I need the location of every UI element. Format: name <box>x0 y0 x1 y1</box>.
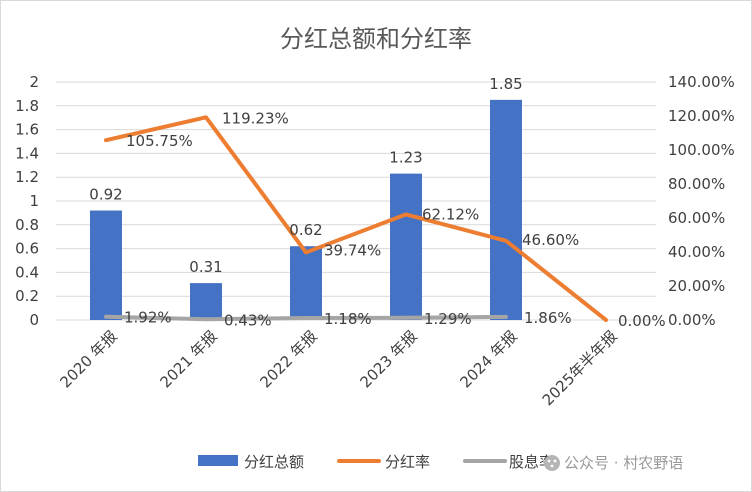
bar <box>190 283 222 320</box>
watermark: 公众号 · 村农野语 <box>544 454 683 472</box>
gridlines <box>56 81 656 321</box>
left-tick-label: 0.6 <box>15 240 39 258</box>
wechat-official-account-icon <box>544 455 560 471</box>
dividend-yield-data-label: 1.86% <box>524 309 572 327</box>
payout-ratio-data-label: 46.60% <box>522 231 579 249</box>
right-tick-label: 140.00% <box>668 73 735 91</box>
data-labels: 0.92 0.31 0.62 1.23 1.85 105.75% 119.23% 39.74%… <box>89 75 665 330</box>
bar <box>390 173 422 320</box>
category-label: 2024 年报 <box>457 327 521 391</box>
left-tick-label: 1.4 <box>15 144 39 162</box>
legend-label: 股息率 <box>509 453 554 471</box>
payout-ratio-data-label: 119.23% <box>222 109 289 127</box>
bar <box>490 99 522 320</box>
legend-label: 分红率 <box>385 453 430 471</box>
payout-ratio-data-label: 39.74% <box>324 241 381 259</box>
category-labels: 2020 年报 2021 年报 2022 年报 2023 年报 2024 年报 2025年… <box>57 327 621 409</box>
left-tick-label: 0.8 <box>15 216 39 234</box>
right-tick-label: 20.00% <box>668 277 725 295</box>
right-tick-label: 60.00% <box>668 209 725 227</box>
left-tick-label: 1 <box>29 192 39 210</box>
right-tick-label: 100.00% <box>668 141 735 159</box>
right-tick-label: 120.00% <box>668 107 735 125</box>
watermark-text: 公众号 · 村农野语 <box>564 454 683 472</box>
payout-ratio-data-label: 62.12% <box>422 205 479 223</box>
bar-data-label: 0.31 <box>189 258 222 276</box>
category-label: 2020 年报 <box>57 327 121 391</box>
left-tick-label: 1.2 <box>15 168 39 186</box>
series-line-dividend-yield <box>104 314 508 322</box>
category-label: 2025年半年报 <box>539 327 621 409</box>
bar-data-label: 1.23 <box>389 149 422 167</box>
category-label: 2022 年报 <box>257 327 321 391</box>
series-line-payout-ratio <box>104 115 608 322</box>
bar-series <box>90 99 522 320</box>
left-tick-label: 1.8 <box>15 97 39 115</box>
legend: 分红总额 分红率 股息率 <box>198 453 554 471</box>
legend-swatch-bar <box>198 455 238 466</box>
dividend-yield-data-label: 1.92% <box>124 309 172 327</box>
left-tick-label: 1.6 <box>15 121 39 139</box>
bar <box>290 246 322 320</box>
left-tick-label: 0.4 <box>15 263 39 281</box>
category-label: 2023 年报 <box>357 327 421 391</box>
category-label: 2021 年报 <box>157 327 221 391</box>
dividend-yield-data-label: 0.43% <box>224 311 272 329</box>
line-series <box>104 115 608 322</box>
right-tick-label: 40.00% <box>668 243 725 261</box>
dividend-yield-data-label: 1.29% <box>424 310 472 328</box>
bar-data-label: 0.92 <box>89 186 122 204</box>
bar-data-label: 1.85 <box>489 75 522 93</box>
right-axis-ticks: 0.00% 20.00% 40.00% 60.00% 80.00% 100.00% 120.… <box>668 73 735 329</box>
left-axis-ticks: 0 0.2 0.4 0.6 0.8 1 1.2 1.4 1.6 1.8 2 <box>15 73 39 329</box>
bar-data-label: 0.62 <box>289 221 322 239</box>
bar <box>90 210 122 320</box>
left-tick-label: 0.2 <box>15 287 39 305</box>
right-tick-label: 0.00% <box>668 311 716 329</box>
right-tick-label: 80.00% <box>668 175 725 193</box>
dividend-yield-data-label: 1.18% <box>324 310 372 328</box>
legend-label: 分红总额 <box>244 453 304 471</box>
left-tick-label: 0 <box>29 311 39 329</box>
chart-title: 分红总额和分红率 <box>280 25 472 53</box>
payout-ratio-data-label: 105.75% <box>126 132 193 150</box>
left-tick-label: 2 <box>29 73 39 91</box>
payout-ratio-data-label: 0.00% <box>618 312 666 330</box>
